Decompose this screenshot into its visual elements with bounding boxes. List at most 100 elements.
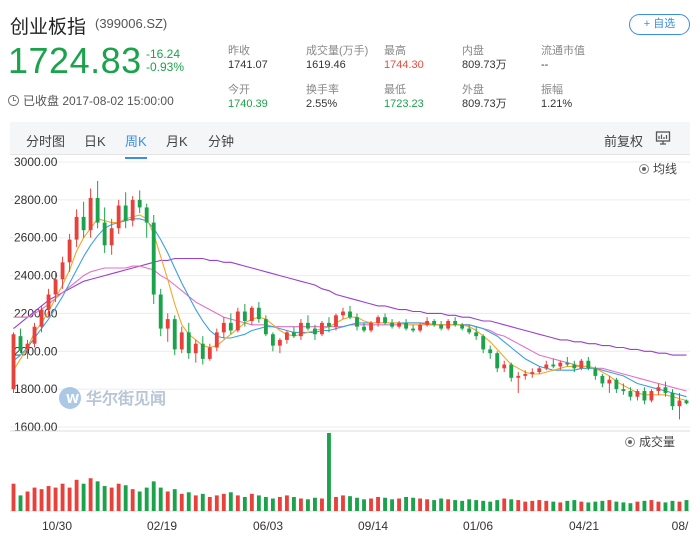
volume-bar (502, 498, 507, 511)
candle-body (418, 324, 423, 331)
volume-bar (102, 486, 107, 511)
volume-legend-dot (628, 440, 632, 444)
volume-legend-icon (625, 437, 635, 447)
kline-chart[interactable]: 3000.00 2800.00 2600.00 2400.00 2200.00 2000.… (0, 155, 700, 544)
tab-3[interactable]: 月K (166, 134, 188, 149)
watermark-text: 华尔街见闻 (86, 389, 166, 408)
stat-value: 809.73万 (462, 59, 507, 71)
ma-legend-dot (642, 167, 646, 171)
volume-bar (383, 497, 387, 511)
candle-body (109, 228, 114, 246)
volume-bar (313, 497, 317, 511)
candle-body (558, 362, 563, 367)
volume-legend-label: 成交量 (639, 434, 675, 449)
stat-value: 1740.39 (228, 98, 268, 110)
stat-value: 2.55% (306, 98, 338, 110)
candle-body (509, 364, 514, 378)
candle-body (18, 336, 23, 350)
stat-value: 1619.46 (306, 59, 346, 71)
volume-bar (116, 483, 121, 511)
watermark: W 华尔街见闻 (59, 387, 166, 409)
candle-body (313, 328, 317, 335)
volume-bar (109, 487, 114, 511)
volume-bar (537, 500, 542, 511)
volume-bar (249, 493, 254, 511)
volume-bar (523, 501, 528, 511)
ma-legend-icon (639, 164, 649, 174)
candle-body (565, 362, 570, 365)
stat-label: 振幅 (541, 84, 563, 96)
volume-bar (558, 502, 563, 511)
volume-bar (586, 502, 591, 511)
candle-body (586, 360, 591, 369)
candle-body (453, 321, 458, 325)
monitor-icon[interactable] (655, 130, 671, 146)
market-status-text: 已收盘 2017-08-02 15:00:00 (23, 94, 174, 108)
candle-body (635, 391, 640, 397)
volume-bar (158, 487, 163, 511)
ma60-line (13, 257, 687, 356)
volume-bar (670, 500, 675, 511)
volume-bar (151, 481, 156, 511)
candle-body (270, 334, 275, 346)
volume-legend: 成交量 (625, 434, 675, 449)
candle-body (123, 205, 128, 221)
tab-0[interactable]: 分时图 (26, 134, 66, 149)
ma20-line (13, 265, 687, 392)
candle-body (614, 379, 619, 390)
volume-bar (390, 499, 394, 511)
y-tick-label: 1800.00 (14, 382, 58, 396)
volume-bar (635, 501, 640, 511)
candle-body (60, 262, 65, 280)
volume-bar (334, 496, 338, 511)
candle-body (656, 387, 661, 392)
volume-bar (74, 479, 79, 511)
volume-bar (551, 501, 556, 511)
stat-item: 外盘 809.73万 (462, 83, 507, 111)
candle-body (460, 324, 465, 329)
adjust-mode-button[interactable]: 前复权 (604, 134, 644, 149)
stat-item: 振幅 1.21% (541, 83, 572, 111)
candle-body (474, 332, 479, 337)
candle-body (81, 216, 86, 231)
candle-body (334, 315, 338, 327)
volume-bar (67, 487, 72, 511)
stat-item: 成交量(万手) 1619.46 (306, 44, 368, 72)
volume-bar (677, 501, 682, 511)
volume-bars (11, 433, 689, 511)
candle-body (642, 391, 647, 401)
add-watchlist-button[interactable]: + 自选 (629, 14, 690, 35)
candle-body (172, 319, 177, 350)
volume-bar (509, 499, 514, 511)
stat-value: 1744.30 (384, 59, 424, 71)
volume-bar (299, 498, 303, 511)
volume-bar (481, 500, 486, 511)
tab-1[interactable]: 日K (84, 134, 106, 149)
candle-body (446, 321, 451, 329)
candle-body (649, 391, 654, 401)
x-tick-label: 08/ (672, 519, 689, 533)
tab-2[interactable]: 周K (125, 131, 147, 159)
candle-body (151, 222, 156, 295)
candle-body (600, 375, 605, 384)
stat-item: 最高 1744.30 (384, 44, 424, 72)
volume-bar (684, 500, 689, 511)
stat-item: 流通市值 -- (541, 44, 585, 72)
volume-bar (291, 496, 296, 511)
candle-body (593, 368, 598, 376)
candle-body (390, 322, 394, 327)
volume-bar (11, 483, 16, 511)
volume-bar (270, 498, 275, 511)
volume-bar (607, 500, 612, 511)
y-tick-label: 2400.00 (14, 269, 58, 283)
candle-body (663, 387, 668, 393)
x-tick-label: 10/30 (42, 519, 72, 533)
candle-body (102, 222, 107, 246)
candle-body (383, 317, 387, 323)
volume-bar (165, 491, 170, 511)
ticker-code: (399006.SZ) (95, 16, 168, 31)
tab-4[interactable]: 分钟 (208, 134, 235, 149)
candle-body (621, 389, 626, 392)
candle-body (179, 332, 184, 350)
candle-body (299, 322, 303, 337)
